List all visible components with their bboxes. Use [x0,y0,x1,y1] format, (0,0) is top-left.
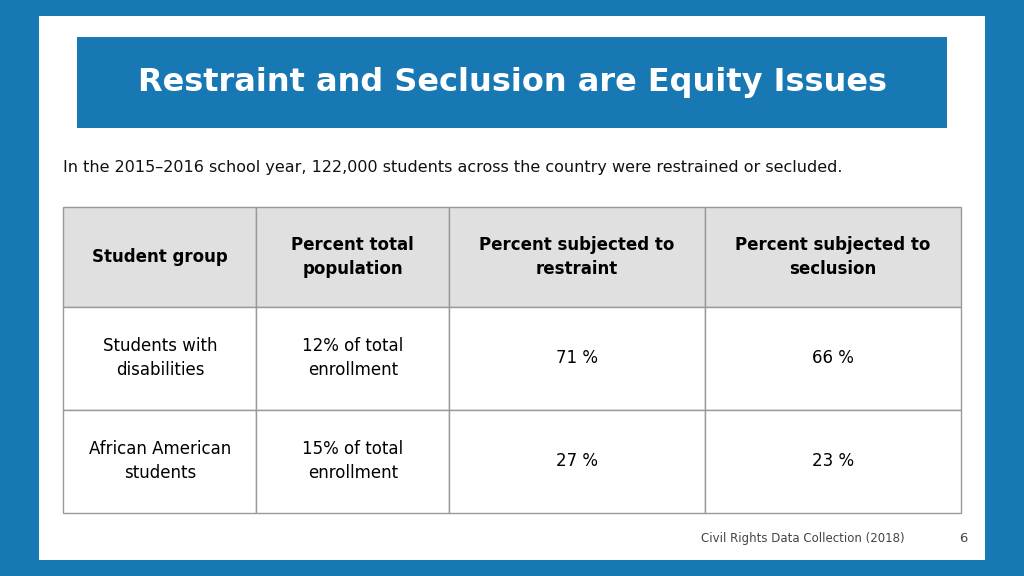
Bar [63,306,256,410]
Text: Students with
disabilities: Students with disabilities [102,338,217,379]
Text: 15% of total
enrollment: 15% of total enrollment [302,441,403,482]
Text: Percent subjected to
seclusion: Percent subjected to seclusion [735,236,931,278]
Text: Percent subjected to
restraint: Percent subjected to restraint [479,236,675,278]
Text: Restraint and Seclusion are Equity Issues: Restraint and Seclusion are Equity Issue… [137,67,887,98]
Bar [705,207,961,306]
Bar [705,306,961,410]
Text: Student group: Student group [92,248,227,266]
Bar [256,306,450,410]
Bar [63,410,256,513]
Text: African American
students: African American students [89,441,231,482]
Bar [450,410,705,513]
Text: 12% of total
enrollment: 12% of total enrollment [302,338,403,379]
Bar [256,410,450,513]
Text: 66 %: 66 % [812,349,854,367]
Text: In the 2015–2016 school year, 122,000 students across the country were restraine: In the 2015–2016 school year, 122,000 st… [63,160,843,175]
Text: 27 %: 27 % [556,452,598,470]
Bar [77,37,947,128]
Text: 71 %: 71 % [556,349,598,367]
Text: 23 %: 23 % [812,452,854,470]
Bar [63,207,256,306]
Text: 6: 6 [959,532,968,545]
Bar [450,207,705,306]
Bar [450,306,705,410]
Text: Civil Rights Data Collection (2018): Civil Rights Data Collection (2018) [701,532,905,545]
Bar [256,207,450,306]
Text: Percent total
population: Percent total population [292,236,414,278]
Bar [705,410,961,513]
